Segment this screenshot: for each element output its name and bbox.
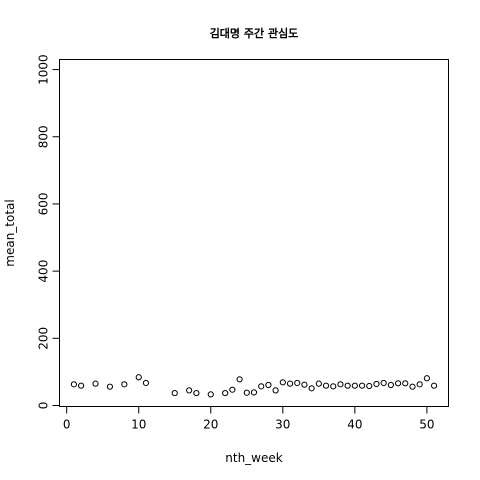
data-point xyxy=(423,375,430,382)
x-tick-label: 50 xyxy=(419,418,434,432)
data-point xyxy=(301,381,308,388)
data-point xyxy=(279,379,286,386)
data-point xyxy=(344,382,351,389)
data-point xyxy=(330,383,337,390)
data-point xyxy=(380,379,387,387)
data-point xyxy=(135,374,142,381)
y-tick-label: 600 xyxy=(37,192,51,215)
y-tick-label: 800 xyxy=(37,125,51,148)
data-point xyxy=(207,391,214,398)
data-point xyxy=(186,387,193,394)
x-tick-label: 30 xyxy=(275,418,290,432)
data-point xyxy=(322,382,330,389)
data-point xyxy=(402,380,409,387)
data-point xyxy=(387,381,394,389)
data-point xyxy=(171,389,178,397)
data-point xyxy=(315,380,322,387)
y-tick-label: 400 xyxy=(37,260,51,283)
y-tick-label: 0 xyxy=(37,402,51,410)
plot-frame xyxy=(59,59,449,407)
data-point xyxy=(236,376,243,383)
data-point xyxy=(70,381,78,388)
data-point xyxy=(250,389,258,396)
data-point xyxy=(358,382,366,389)
data-point xyxy=(308,385,315,392)
data-point xyxy=(286,380,294,387)
x-tick-label: 40 xyxy=(347,418,362,432)
y-tick-label: 200 xyxy=(37,327,51,350)
data-point xyxy=(366,382,373,390)
x-axis: 0 10 20 30 40 50 xyxy=(63,406,435,432)
data-points xyxy=(70,374,438,398)
data-point xyxy=(265,381,272,389)
data-point xyxy=(243,389,250,396)
data-point xyxy=(193,389,200,397)
x-tick-label: 0 xyxy=(63,418,71,432)
data-point xyxy=(106,383,114,390)
x-tick-label: 20 xyxy=(203,418,218,432)
x-axis-title: nth_week xyxy=(225,451,282,465)
data-point xyxy=(222,389,229,397)
data-point xyxy=(142,379,150,387)
data-point xyxy=(272,387,279,394)
y-tick-label: 1000 xyxy=(37,54,51,85)
x-tick-label: 10 xyxy=(131,418,146,432)
data-point xyxy=(121,381,128,388)
data-point xyxy=(351,382,358,389)
data-point xyxy=(258,383,265,390)
data-point xyxy=(92,380,99,387)
data-point xyxy=(229,386,236,393)
data-point xyxy=(78,382,85,389)
chart-title: 김대명 주간 관심도 xyxy=(210,26,299,40)
y-axis-title: mean_total xyxy=(3,199,17,266)
data-point xyxy=(394,380,402,387)
data-point xyxy=(430,382,438,389)
data-point xyxy=(409,383,416,390)
data-point xyxy=(337,381,344,388)
data-point xyxy=(373,380,380,388)
data-point xyxy=(416,381,423,388)
y-axis: 0 200 400 600 800 1000 xyxy=(37,54,60,409)
data-point xyxy=(294,379,301,387)
